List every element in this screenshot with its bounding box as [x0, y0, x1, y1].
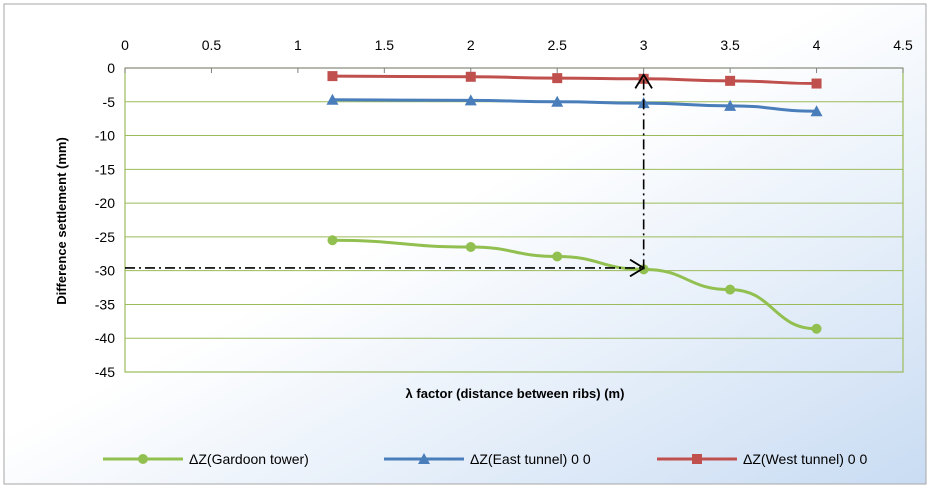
legend-marker-east — [418, 453, 430, 464]
x-tick-label: 0.5 — [202, 37, 222, 53]
data-point-gardoon — [327, 235, 338, 246]
x-tick-label: 0 — [121, 37, 129, 53]
x-tick-label: 4.5 — [893, 37, 913, 53]
legend-marker-west — [692, 454, 702, 464]
series-line-gardoon — [332, 238, 817, 331]
annotation-arrowhead — [629, 258, 646, 278]
chart-background — [3, 3, 927, 485]
legend: ΔZ(Gardoon tower) ΔZ(East tunnel) 0 0 ΔZ(W… — [103, 451, 867, 467]
data-point-west — [465, 71, 476, 82]
series-east — [326, 93, 823, 117]
annotation-arrowhead — [634, 73, 653, 89]
x-tick-label: 2.5 — [547, 37, 567, 53]
y-tick-label: -40 — [95, 330, 115, 346]
data-point-gardoon — [552, 251, 563, 262]
y-axis-title: Difference settlement (mm) — [54, 137, 69, 305]
data-point-west — [327, 71, 338, 82]
data-point-east — [464, 94, 477, 106]
x-axis-title: λ factor (distance between ribs) (m) — [406, 386, 625, 401]
data-point-east — [551, 95, 564, 107]
y-tick-label: -20 — [95, 195, 115, 211]
y-tick-label: -45 — [95, 364, 115, 380]
x-axis: 0 0.5 1 1.5 2 2.5 3 3.5 4 4.5 — [121, 37, 913, 73]
y-tick-label: -35 — [95, 296, 115, 312]
data-point-east — [810, 105, 823, 117]
data-point-west — [811, 78, 822, 89]
y-tick-label: -15 — [95, 161, 115, 177]
data-point-gardoon — [725, 284, 736, 295]
legend-label-east: ΔZ(East tunnel) 0 0 — [470, 451, 591, 467]
y-tick-label: -10 — [95, 128, 115, 144]
annotation-layer — [125, 73, 653, 278]
series-line-west — [332, 74, 817, 86]
series-layer — [326, 71, 823, 334]
y-tick-label: 0 — [107, 60, 115, 76]
legend-marker-gardoon — [138, 454, 148, 464]
data-point-gardoon — [811, 323, 822, 334]
x-tick-label: 3.5 — [720, 37, 740, 53]
y-tick-label: -30 — [95, 263, 115, 279]
series-west — [327, 71, 822, 89]
x-tick-label: 1.5 — [375, 37, 395, 53]
y-axis: 0 -5 -10 -15 -20 -25 -30 -35 -40 -45 — [95, 60, 115, 380]
series-gardoon — [327, 235, 822, 334]
data-point-gardoon — [465, 242, 476, 253]
x-tick-label: 2 — [467, 37, 475, 53]
data-point-west — [725, 75, 736, 86]
y-tick-label: -5 — [103, 94, 116, 110]
data-point-east — [724, 99, 737, 111]
y-tick-label: -25 — [95, 229, 115, 245]
data-point-west — [638, 73, 649, 84]
series-line-east — [332, 98, 817, 113]
x-tick-label: 3 — [640, 37, 648, 53]
x-tick-label: 4 — [813, 37, 821, 53]
data-point-east — [326, 93, 339, 105]
x-tick-label: 1 — [294, 37, 302, 53]
data-point-west — [552, 73, 563, 84]
legend-label-gardoon: ΔZ(Gardoon tower) — [189, 451, 309, 467]
legend-label-west: ΔZ(West tunnel) 0 0 — [743, 451, 867, 467]
